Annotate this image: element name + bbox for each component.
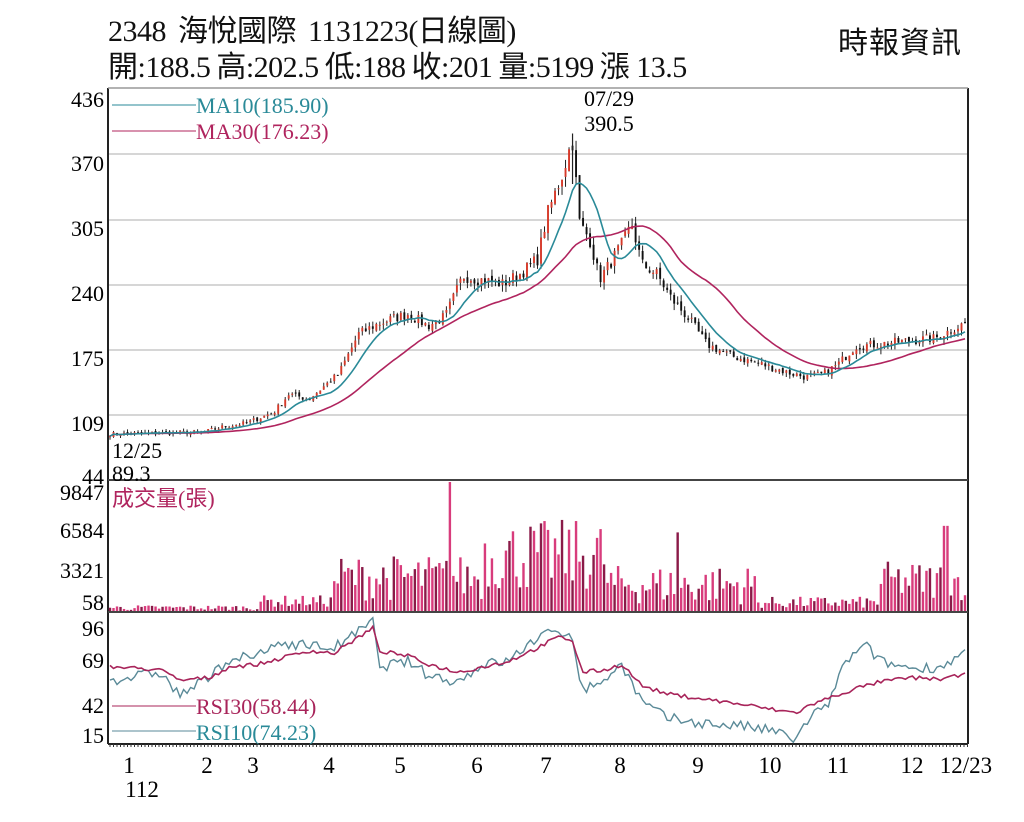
candlesticks bbox=[109, 133, 966, 440]
gridlines bbox=[108, 153, 968, 416]
rsi30-legend-label: RSI30(58.44) bbox=[196, 694, 316, 719]
rsi-tick: 96 bbox=[82, 616, 104, 641]
month-label: 8 bbox=[614, 753, 626, 778]
volume-tick: 58 bbox=[82, 590, 104, 615]
month-label: 5 bbox=[394, 753, 406, 778]
low-value: 低:188 bbox=[324, 51, 406, 84]
month-label: 7 bbox=[540, 753, 552, 778]
month-label: 12/23 bbox=[940, 753, 992, 778]
year-label: 112 bbox=[125, 777, 159, 802]
month-label: 10 bbox=[759, 753, 782, 778]
month-label: 11 bbox=[827, 753, 849, 778]
high-value: 高:202.5 bbox=[216, 51, 319, 84]
volume-tick: 6584 bbox=[60, 518, 104, 543]
chart-date: 1131223(日線圖) bbox=[308, 15, 516, 48]
ma30-legend-label: MA30(176.23) bbox=[196, 119, 329, 144]
ma-legend: MA10(185.90) MA30(176.23) bbox=[112, 93, 329, 144]
panel-frames bbox=[107, 87, 969, 745]
ma30-line bbox=[109, 225, 966, 437]
rsi-axis-labels: 96 69 42 15 bbox=[82, 616, 104, 748]
ma10-line bbox=[109, 182, 966, 437]
month-label: 4 bbox=[323, 753, 335, 778]
rsi-tick: 15 bbox=[82, 723, 104, 748]
month-label: 6 bbox=[471, 753, 483, 778]
month-label: 2 bbox=[201, 753, 213, 778]
data-source: 時報資訊 bbox=[838, 26, 962, 61]
stock-code: 2348 bbox=[108, 15, 167, 48]
high-value-annotation: 390.5 bbox=[584, 111, 634, 136]
low-date-annotation: 12/25 bbox=[112, 438, 162, 463]
price-tick: 305 bbox=[71, 216, 104, 241]
volume-tick: 9847 bbox=[60, 480, 104, 505]
volume-tick: 3321 bbox=[60, 558, 104, 583]
chart-title: 2348 海悅國際 1131223(日線圖) bbox=[108, 6, 528, 50]
price-axis-labels: 436 370 305 240 175 109 44 bbox=[71, 87, 104, 489]
month-label: 1 bbox=[123, 753, 135, 778]
volume-panel-title: 成交量(張) bbox=[112, 486, 215, 511]
price-tick: 109 bbox=[71, 411, 104, 436]
price-tick: 436 bbox=[71, 87, 104, 112]
ohlc-summary: 開:188.5 高:202.5 低:188 收:201 量:5199 漲 13.5 bbox=[108, 42, 693, 86]
volume-value: 量:5199 bbox=[498, 51, 594, 84]
rsi-legend: RSI30(58.44) RSI10(74.23) bbox=[112, 694, 316, 745]
price-tick: 175 bbox=[71, 346, 104, 371]
close-value: 收:201 bbox=[411, 51, 493, 84]
rsi-tick: 42 bbox=[82, 693, 104, 718]
open-value: 開:188.5 bbox=[108, 51, 211, 84]
stock-name: 海悅國際 bbox=[178, 15, 297, 48]
month-label: 12 bbox=[901, 753, 924, 778]
month-label: 9 bbox=[692, 753, 704, 778]
ma10-legend-label: MA10(185.90) bbox=[196, 93, 329, 118]
rsi10-legend-label: RSI10(74.23) bbox=[196, 720, 316, 745]
price-tick: 44 bbox=[82, 464, 104, 489]
x-axis-ticks bbox=[109, 744, 968, 747]
month-labels: 1 2 3 4 5 6 7 8 9 10 11 12 12/23 bbox=[123, 753, 992, 778]
change-value: 漲 13.5 bbox=[599, 51, 688, 84]
rsi10-line bbox=[109, 616, 966, 744]
month-label: 3 bbox=[247, 753, 259, 778]
high-date-annotation: 07/29 bbox=[584, 86, 634, 111]
low-value-annotation: 89.3 bbox=[112, 461, 151, 486]
volume-bars bbox=[108, 482, 967, 611]
volume-axis-labels: 9847 6584 3321 58 bbox=[60, 480, 104, 615]
price-tick: 370 bbox=[71, 151, 104, 176]
rsi-tick: 69 bbox=[82, 648, 104, 673]
price-tick: 240 bbox=[71, 281, 104, 306]
rsi30-line bbox=[109, 624, 966, 715]
